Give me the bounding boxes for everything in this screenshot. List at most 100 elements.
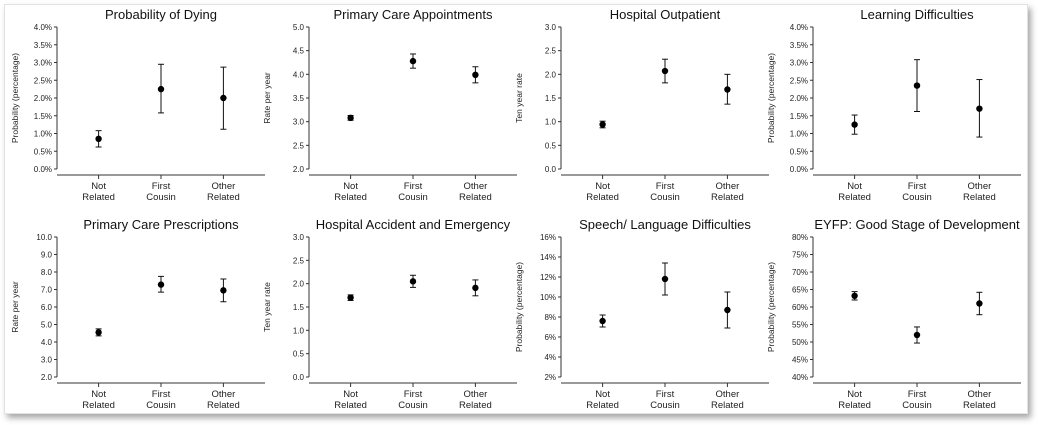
y-tick-label: 9.0 — [41, 251, 53, 260]
y-tick-label: 0.5 — [545, 141, 557, 150]
x-tick-label-line2: Related — [838, 400, 871, 411]
x-tick-label: Other — [464, 389, 488, 400]
y-tick-label: 6.0 — [41, 303, 53, 312]
y-tick-label: 50% — [792, 338, 808, 347]
x-tick-label-line2: Related — [963, 400, 996, 411]
data-point — [157, 281, 165, 288]
x-tick-label-line2: Related — [963, 192, 996, 203]
data-point — [851, 292, 858, 299]
data-point — [95, 329, 102, 336]
chart-panel-primary-care-prescriptions: Primary Care Prescriptions 2.0 3.0 4.0 5.0 6.… — [10, 217, 265, 411]
chart-panel-learning-difficulties: Learning Difficulties 0.0% 0.5% 1.0% 1.5% 2.0… — [766, 7, 1021, 203]
x-tick-label: Not — [91, 181, 106, 192]
chart-panel-primary-care-appointments: Primary Care Appointments 2.0 2.5 3.0 3.5 4.0… — [262, 7, 517, 203]
chart-title: Probability of Dying — [105, 7, 217, 22]
data-point — [472, 284, 479, 292]
data-point — [976, 300, 983, 307]
x-tick-label-line2: Related — [838, 192, 871, 203]
x-tick-label-line2: Related — [334, 400, 367, 411]
y-tick-label: 60% — [792, 303, 808, 312]
y-tick-label: 3.5 — [293, 94, 305, 103]
y-axis-label: Probability (percentage) — [766, 262, 776, 352]
data-point — [913, 82, 921, 89]
y-axis-label: Rate per year — [262, 72, 272, 124]
x-tick-label-line2: Cousin — [650, 192, 680, 203]
x-tick-label: First — [656, 181, 675, 192]
data-point — [661, 67, 669, 75]
y-tick-label: 1.0% — [34, 130, 52, 139]
y-tick-label: 3.5% — [790, 41, 808, 50]
x-tick-label: First — [656, 389, 675, 400]
chart-title: Learning Difficulties — [860, 7, 974, 22]
x-tick-label-line2: Cousin — [902, 192, 932, 203]
y-tick-label: 0.5% — [34, 147, 52, 156]
y-tick-label: 75% — [792, 251, 808, 260]
y-tick-label: 3.0 — [41, 356, 53, 365]
x-tick-label-line2: Related — [459, 400, 492, 411]
x-tick-label: First — [404, 389, 423, 400]
y-tick-label: 3.5% — [34, 41, 52, 50]
y-axis-label: Ten year rate — [514, 73, 524, 123]
y-tick-label: 1.0% — [790, 130, 808, 139]
chart-title: Speech/ Language Difficulties — [579, 217, 751, 232]
x-tick-label-line2: Related — [82, 192, 115, 203]
y-tick-label: 2.0% — [34, 94, 52, 103]
data-point — [976, 105, 983, 112]
x-tick-label: Other — [968, 181, 992, 192]
y-tick-label: 0.0 — [293, 373, 305, 382]
y-tick-label: 8.0 — [41, 268, 53, 277]
y-tick-label: 1.5% — [790, 112, 808, 121]
x-tick-label: Not — [847, 181, 862, 192]
y-tick-label: 3.0 — [545, 23, 557, 32]
x-tick-label: Not — [595, 181, 610, 192]
chart-title: Hospital Outpatient — [610, 7, 721, 22]
y-tick-label: 16% — [540, 233, 556, 242]
chart-panels: Probability of Dying 0.0% 0.5% 1.0% 1.5% 2.0%… — [10, 7, 1021, 411]
y-tick-label: 4.0 — [41, 338, 53, 347]
chart-title: Primary Care Appointments — [334, 7, 493, 22]
data-point — [409, 57, 417, 65]
y-tick-label: 70% — [792, 268, 808, 277]
y-tick-label: 2.0 — [41, 373, 53, 382]
data-point — [347, 114, 354, 122]
y-tick-label: 0.5% — [790, 147, 808, 156]
x-tick-label-line2: Cousin — [902, 400, 932, 411]
y-tick-label: 2.5 — [545, 47, 557, 56]
y-tick-label: 3.0% — [790, 59, 808, 68]
y-tick-label: 2.0% — [790, 94, 808, 103]
chart-panel-hospital-outpatient: Hospital Outpatient 0.0 0.5 1.0 1.5 2.0 2.5 3.0… — [514, 7, 769, 203]
x-tick-label: Other — [212, 389, 236, 400]
y-tick-label: 0.0% — [34, 165, 52, 174]
x-tick-label-line2: Related — [334, 192, 367, 203]
data-point — [599, 121, 606, 128]
x-tick-label: Not — [343, 389, 358, 400]
data-point — [409, 278, 417, 285]
data-point — [851, 121, 858, 128]
y-tick-label: 3.0 — [293, 233, 305, 242]
data-point — [599, 317, 606, 325]
x-tick-label: First — [152, 389, 171, 400]
x-tick-label: Other — [716, 181, 740, 192]
y-tick-label: 8% — [544, 313, 556, 322]
y-tick-label: 3.0 — [293, 118, 305, 127]
x-tick-label-line2: Cousin — [146, 192, 176, 203]
y-tick-label: 10% — [540, 293, 556, 302]
y-tick-label: 2.0 — [293, 280, 305, 289]
x-tick-label: Other — [716, 389, 740, 400]
data-point — [724, 306, 731, 314]
data-point — [220, 94, 227, 102]
y-tick-label: 1.0 — [545, 118, 557, 127]
x-tick-label: First — [908, 389, 927, 400]
y-tick-label: 2.0 — [293, 165, 305, 174]
y-tick-label: 0.0 — [545, 165, 557, 174]
data-point — [220, 287, 227, 294]
y-tick-label: 10.0 — [36, 233, 52, 242]
data-point — [724, 86, 731, 93]
x-tick-label: First — [152, 181, 171, 192]
y-tick-label: 65% — [792, 286, 808, 295]
x-tick-label-line2: Cousin — [650, 400, 680, 411]
y-tick-label: 1.5 — [545, 94, 557, 103]
x-tick-label-line2: Related — [82, 400, 115, 411]
y-tick-label: 5.0 — [41, 321, 53, 330]
y-tick-label: 1.5% — [34, 112, 52, 121]
